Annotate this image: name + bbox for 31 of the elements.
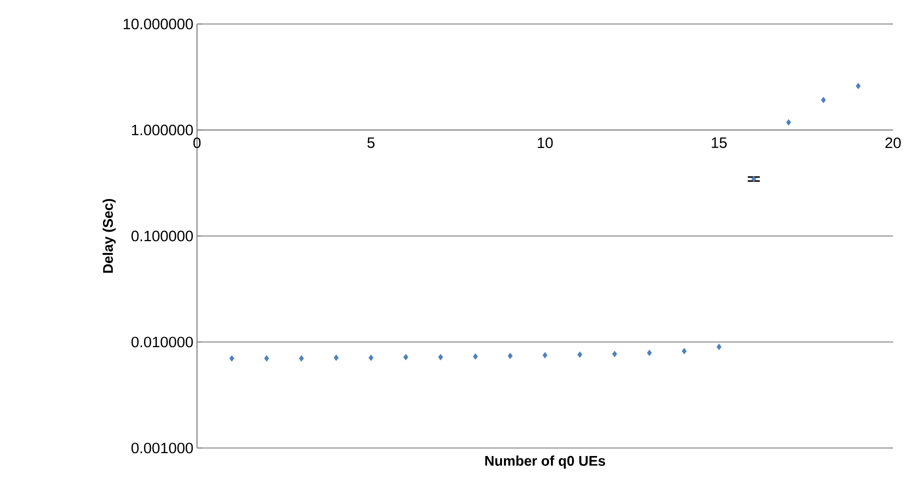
point	[438, 354, 444, 360]
point	[542, 352, 548, 358]
x-tick-label: 20	[885, 138, 901, 148]
point	[229, 355, 234, 362]
point	[751, 176, 756, 182]
y-tick-label: 0.100000	[131, 230, 193, 242]
point	[577, 351, 582, 358]
point	[786, 119, 792, 126]
y-axis-title: Delay (Sec)	[102, 198, 116, 273]
point	[856, 82, 861, 90]
point	[612, 350, 618, 358]
x-tick-label: 5	[367, 138, 375, 148]
x-tick-label: 0	[193, 138, 201, 148]
point	[264, 355, 270, 362]
point	[368, 354, 374, 361]
x-tick-label: 15	[712, 138, 727, 148]
point	[508, 352, 513, 360]
point	[298, 355, 304, 362]
point	[646, 350, 652, 356]
x-axis-title: Number of q0 UEs	[485, 456, 606, 469]
point	[403, 354, 408, 360]
y-tick-label: 0.010000	[131, 336, 193, 348]
point	[682, 348, 687, 354]
point	[334, 354, 339, 361]
y-tick-label: 10.000000	[124, 18, 193, 30]
point	[820, 96, 826, 104]
point	[716, 344, 722, 350]
x-tick-label: 10	[538, 138, 553, 148]
y-tick-label: 0.001000	[131, 442, 193, 454]
point	[472, 353, 478, 360]
y-tick-label: 1.000000	[132, 124, 193, 136]
